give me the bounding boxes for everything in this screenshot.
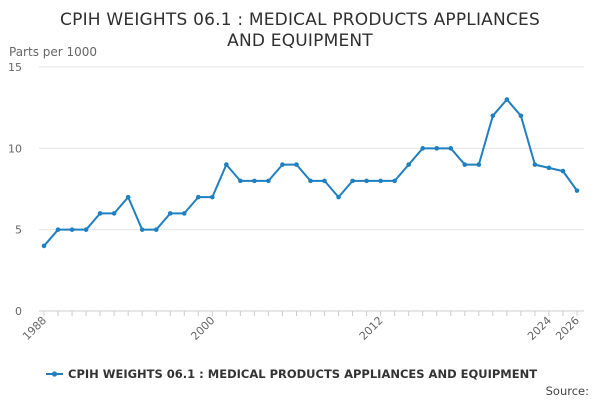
data-point-1990[interactable] bbox=[69, 227, 75, 232]
data-point-2000[interactable] bbox=[210, 194, 215, 200]
y-tick-label-0: 0 bbox=[15, 305, 22, 318]
data-point-2021[interactable] bbox=[504, 97, 510, 102]
data-point-2009[interactable] bbox=[336, 194, 341, 200]
x-tick-label-2024: 2024 bbox=[525, 314, 554, 343]
data-point-1988[interactable] bbox=[41, 243, 47, 249]
legend-marker-swatch bbox=[51, 371, 58, 377]
data-point-2023[interactable] bbox=[532, 162, 538, 167]
data-point-2011[interactable] bbox=[364, 178, 369, 184]
chart-title-line2: AND EQUIPMENT bbox=[227, 31, 373, 51]
data-point-2014[interactable] bbox=[406, 162, 411, 167]
data-point-2024[interactable] bbox=[546, 165, 552, 171]
series-line-0 bbox=[43, 98, 578, 247]
data-point-2010[interactable] bbox=[350, 178, 355, 184]
data-point-1999[interactable] bbox=[195, 194, 201, 200]
x-tick-label-2012: 2012 bbox=[357, 314, 386, 343]
x-tick-label-2000: 2000 bbox=[188, 314, 217, 343]
data-point-1992[interactable] bbox=[97, 211, 103, 216]
data-point-1989[interactable] bbox=[55, 227, 61, 232]
data-points bbox=[41, 97, 580, 249]
x-axis-ticks: 1988 2000 2012 2024 2026 bbox=[20, 311, 582, 343]
series-line-group bbox=[43, 98, 578, 247]
data-point-2022[interactable] bbox=[518, 113, 524, 119]
x-tick-label-1988: 1988 bbox=[20, 314, 49, 343]
data-point-1994[interactable] bbox=[125, 194, 131, 200]
data-point-2017[interactable] bbox=[448, 146, 454, 151]
data-point-2016[interactable] bbox=[434, 146, 440, 151]
legend[interactable]: CPIH WEIGHTS 06.1 : MEDICAL PRODUCTS APP… bbox=[46, 367, 537, 381]
y-axis-label: Parts per 1000 bbox=[9, 45, 97, 59]
data-point-2007[interactable] bbox=[308, 178, 313, 184]
data-point-1995[interactable] bbox=[139, 227, 145, 232]
data-point-2025[interactable] bbox=[560, 168, 566, 174]
legend-label: CPIH WEIGHTS 06.1 : MEDICAL PRODUCTS APP… bbox=[68, 367, 537, 381]
y-tick-label-10: 10 bbox=[8, 142, 22, 155]
data-point-2019[interactable] bbox=[476, 162, 482, 167]
data-point-2012[interactable] bbox=[378, 178, 383, 184]
data-point-1997[interactable] bbox=[167, 211, 173, 216]
data-point-2026[interactable] bbox=[574, 188, 580, 193]
data-point-1991[interactable] bbox=[83, 227, 89, 232]
data-point-2013[interactable] bbox=[392, 178, 397, 184]
y-axis-ticks: 0 5 10 15 bbox=[8, 61, 22, 318]
data-point-2001[interactable] bbox=[224, 162, 229, 167]
data-point-2008[interactable] bbox=[322, 178, 327, 184]
data-point-2020[interactable] bbox=[490, 113, 496, 119]
data-point-2015[interactable] bbox=[420, 146, 426, 151]
data-point-2004[interactable] bbox=[266, 178, 271, 184]
data-point-2003[interactable] bbox=[252, 178, 257, 184]
source-label: Source: bbox=[546, 384, 589, 398]
data-point-2002[interactable] bbox=[238, 178, 243, 184]
y-tick-label-5: 5 bbox=[15, 224, 22, 237]
data-point-2005[interactable] bbox=[280, 162, 285, 167]
data-point-1998[interactable] bbox=[181, 211, 187, 216]
data-point-1996[interactable] bbox=[153, 227, 159, 232]
data-point-2006[interactable] bbox=[294, 162, 299, 167]
x-tick-label-2026: 2026 bbox=[553, 314, 582, 343]
chart-title-line1: CPIH WEIGHTS 06.1 : MEDICAL PRODUCTS APP… bbox=[60, 10, 540, 30]
y-tick-label-15: 15 bbox=[8, 61, 22, 74]
data-point-1993[interactable] bbox=[111, 211, 117, 216]
data-point-2018[interactable] bbox=[462, 162, 468, 167]
